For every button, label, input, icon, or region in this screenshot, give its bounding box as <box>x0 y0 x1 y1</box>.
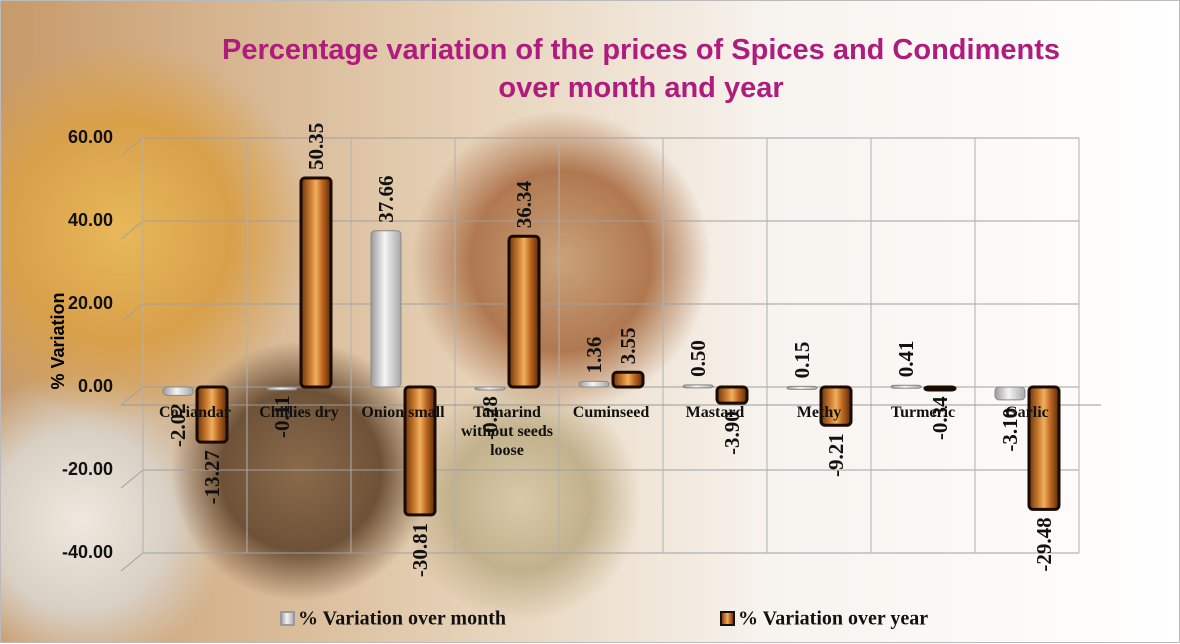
value-label: 50.35 <box>304 123 328 170</box>
value-label: 1.36 <box>582 337 606 374</box>
value-label: -0.28 <box>478 396 502 440</box>
bar <box>715 385 749 405</box>
grid-line <box>120 303 144 323</box>
bar <box>162 386 194 396</box>
value-label: 37.66 <box>374 175 398 222</box>
x-tick-label: Chillies dry <box>259 404 339 421</box>
value-label: -9.21 <box>824 433 848 477</box>
bar <box>819 385 853 427</box>
legend-label: % Variation over month <box>298 608 506 630</box>
y-tick-label: 60.00 <box>68 127 113 147</box>
value-label: -30.81 <box>408 523 432 577</box>
value-label: -3.10 <box>998 408 1022 452</box>
bar <box>1027 385 1061 511</box>
y-tick-label: 20.00 <box>68 293 113 313</box>
x-tick-label: Garlic <box>1005 404 1049 421</box>
bar <box>195 385 229 444</box>
bar <box>507 234 541 389</box>
x-tick-label: Onion small <box>361 404 445 421</box>
x-tick-label: Coriandar <box>159 404 231 421</box>
bar <box>299 176 333 389</box>
x-tick-label: Cuminseed <box>572 404 650 421</box>
bar <box>611 370 645 389</box>
bar <box>682 384 714 389</box>
bar <box>923 385 957 392</box>
grid-line <box>120 552 144 572</box>
bar <box>994 386 1026 401</box>
bar <box>403 385 437 517</box>
value-label: -3.90 <box>720 411 744 455</box>
legend-swatch <box>720 611 735 626</box>
bar <box>266 386 298 391</box>
x-tick-label: Turmeric <box>890 404 956 421</box>
value-label: 3.55 <box>616 328 640 365</box>
value-label: -2.02 <box>166 403 190 447</box>
grid-line <box>120 386 144 406</box>
chart-title: Percentage variation of the prices of Sp… <box>222 34 1060 104</box>
value-label: 0.50 <box>686 340 710 377</box>
bar <box>370 230 402 388</box>
bar <box>890 384 922 389</box>
bar <box>786 385 818 390</box>
value-label: 0.15 <box>790 342 814 379</box>
y-tick-label: 40.00 <box>68 210 113 230</box>
x-tick-label: Mastard <box>685 404 745 421</box>
value-label: -0.34 <box>928 396 952 440</box>
value-label: -29.48 <box>1032 517 1056 571</box>
legend-swatch <box>280 611 295 626</box>
x-tick-label: Methy <box>796 404 842 421</box>
y-tick-label: -40.00 <box>62 542 113 562</box>
value-label: 36.34 <box>512 180 536 228</box>
y-tick-label: 0.00 <box>78 376 113 396</box>
grid-line <box>120 137 144 157</box>
legend-label: % Variation over year <box>738 608 928 630</box>
grid-line <box>120 220 144 240</box>
value-label: -13.27 <box>200 450 224 504</box>
bar <box>474 386 506 391</box>
y-axis-label: % Variation <box>48 292 68 389</box>
x-tick-label: Tamarind without seeds loose <box>460 404 553 459</box>
value-label: 0.41 <box>894 341 918 378</box>
grid-line <box>120 469 144 489</box>
y-tick-label: -20.00 <box>62 459 113 479</box>
bar <box>578 380 610 388</box>
value-label: -0.11 <box>270 395 294 438</box>
